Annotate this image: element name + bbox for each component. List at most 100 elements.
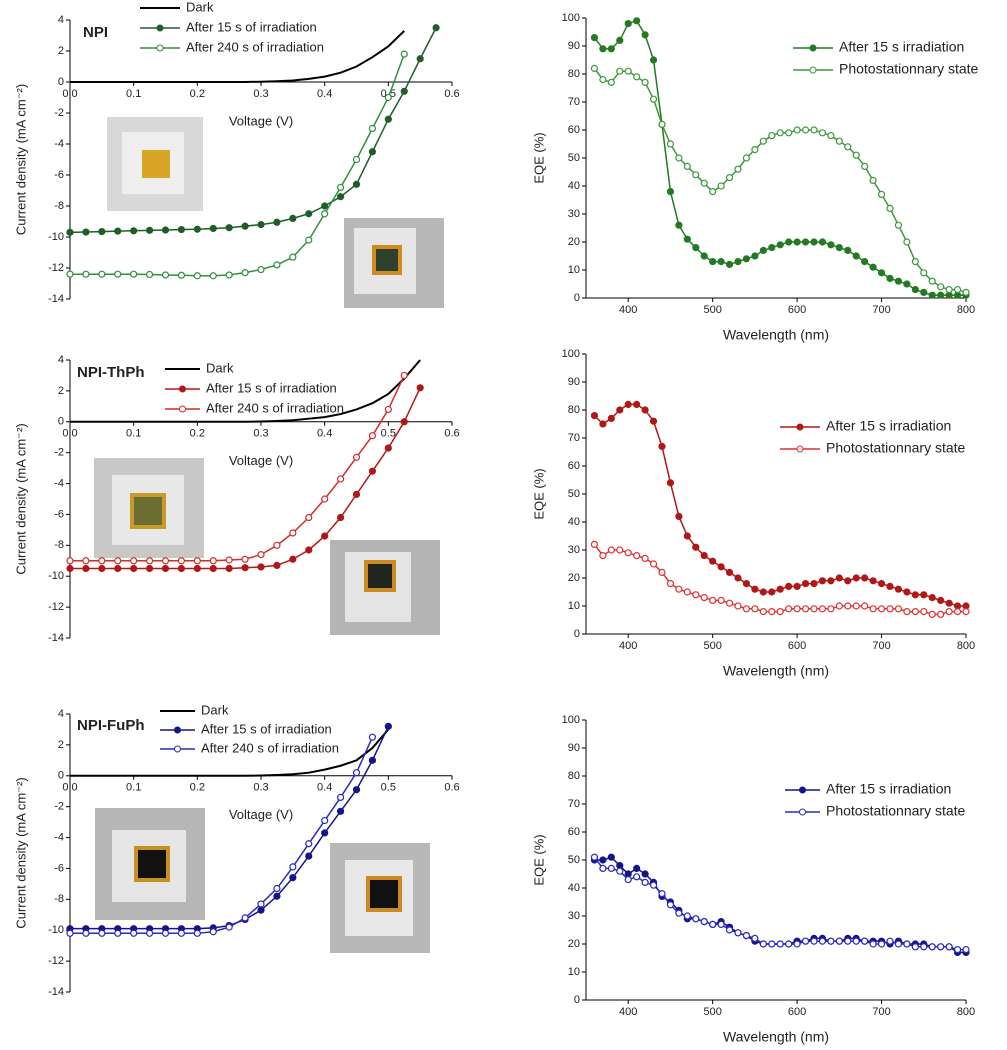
data-point [352,180,361,188]
data-point [289,863,297,871]
data-point [928,277,936,285]
data-point [759,137,767,145]
data-point [114,929,122,937]
data-point [384,115,392,123]
data-point [633,551,641,560]
data-point [852,574,860,582]
data-point [624,549,632,557]
data-point [759,940,767,948]
data-point [352,155,361,164]
legend-label: After 15 s irradiation [826,418,951,434]
data-point [624,400,632,408]
data-point [894,605,903,613]
data-point [321,202,329,210]
legend-label: After 15 s irradiation [826,781,951,797]
data-point [649,56,658,64]
y-tick-label: -10 [48,924,64,936]
data-point [658,568,666,577]
data-point [827,577,835,585]
data-point [785,940,793,948]
data-point [305,546,313,554]
data-point [416,384,424,392]
data-point [751,252,759,260]
data-point [193,929,201,937]
data-point [827,937,835,945]
data-point [241,914,249,922]
chart: -14-12-10-8-6-4-20240.00.10.20.30.40.50.… [13,0,459,305]
x-tick-label: 400 [619,304,637,316]
y-tick-label: 10 [568,966,580,978]
data-point [920,607,928,616]
data-point [886,605,894,613]
data-point [911,258,919,266]
data-point [717,182,725,190]
data-point [289,529,297,537]
y-tick-label: 40 [568,180,580,192]
series-line [70,30,405,83]
data-point [321,816,329,825]
data-point [725,599,734,607]
data-point [818,937,827,945]
data-point [869,263,877,271]
data-point [145,226,154,234]
y-tick-label: 10 [568,264,580,276]
series-line [70,53,405,277]
data-point [877,190,886,198]
data-point [810,126,818,134]
y-tick-label: 0 [58,76,64,88]
x-tick-label: 0.5 [381,782,396,794]
panel-label: NPI [83,24,108,41]
x-tick-label: 400 [619,640,637,652]
data-point [751,585,759,593]
data-point [161,557,170,565]
data-point [877,605,886,613]
data-point [751,146,759,154]
data-point [305,236,313,244]
data-point [289,253,297,261]
data-point [776,607,784,616]
data-point [903,588,911,596]
data-point [305,852,313,860]
x-axis-title: Wavelength (nm) [723,327,829,343]
data-point [368,733,377,741]
x-tick-label: 400 [619,1006,637,1018]
data-point [776,241,784,249]
data-point [193,564,201,573]
x-tick-label: 0.1 [126,88,141,100]
data-point [937,291,945,299]
data-point [903,607,911,616]
data-point [82,270,90,278]
y-tick-label: -10 [48,570,64,582]
data-point [114,270,122,278]
data-point [962,945,970,954]
y-tick-label: -2 [54,447,64,459]
data-point [928,610,936,619]
legend-marker [156,24,164,32]
data-point [776,940,784,948]
data-point [607,546,615,554]
data-point [692,915,700,923]
series-line [593,856,966,951]
data-point [590,412,599,420]
data-point [725,926,734,934]
y-tick-label: 0 [574,628,580,640]
data-point [225,224,233,232]
data-point [616,406,624,414]
data-point [82,564,90,573]
x-tick-label: 0.2 [190,428,205,440]
data-point [810,937,818,945]
legend-marker [809,44,817,52]
x-tick-label: 0.5 [381,428,396,440]
data-point [641,78,649,87]
data-point [130,270,138,278]
series-line [594,856,966,954]
data-point [700,551,708,560]
data-point [751,605,759,613]
y-tick-label: -2 [54,107,64,119]
panel-label: NPI-FuPh [77,717,145,734]
x-tick-label: 0.2 [190,782,205,794]
chart: 0 10 20 30 40 50 60 70 80 90 100 400 500 600 700 800 Wav… [531,12,978,343]
data-point [384,722,392,730]
y-tick-label: -14 [48,986,64,998]
